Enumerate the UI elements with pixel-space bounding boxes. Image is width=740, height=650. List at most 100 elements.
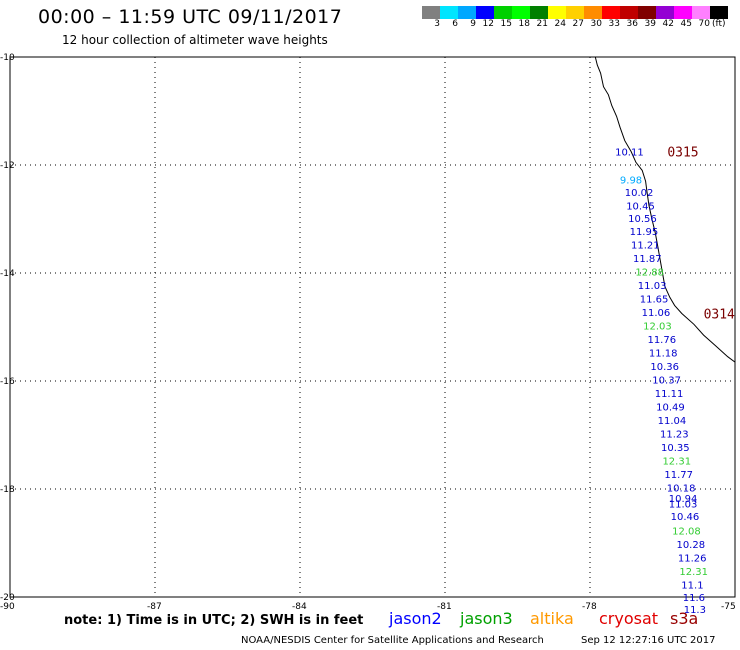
wave-height-label: 11.23	[660, 429, 689, 440]
scale-label: 36	[626, 19, 638, 29]
longitude-label: -90	[0, 602, 15, 612]
generated-timestamp: Sep 12 12:27:16 UTC 2017	[581, 635, 716, 646]
coastline	[594, 56, 736, 363]
map-subtitle: 12 hour collection of altimeter wave hei…	[62, 33, 328, 47]
wave-height-label: 10.02	[625, 188, 654, 199]
scale-swatch	[422, 6, 440, 19]
scale-swatch	[584, 6, 602, 19]
latitude-label: -10	[0, 53, 15, 63]
longitude-label: -75	[721, 602, 736, 612]
scale-swatch	[458, 6, 476, 19]
wave-height-label: 10.28	[676, 540, 705, 551]
scale-swatch	[476, 6, 494, 19]
latitude-label: -12	[0, 161, 15, 171]
scale-swatch	[440, 6, 458, 19]
wave-height-label: 11.04	[658, 416, 687, 427]
wave-height-label: 12.08	[672, 527, 701, 538]
scale-swatch	[494, 6, 512, 19]
graticule	[10, 57, 735, 597]
wave-height-label: 11.03	[669, 500, 698, 511]
scale-swatch	[566, 6, 584, 19]
legend-jason3: jason3	[460, 609, 513, 628]
legend-jason2: jason2	[389, 609, 442, 628]
longitude-label: -84	[292, 602, 307, 612]
wave-height-label: 12.03	[643, 321, 672, 332]
scale-label: 42	[662, 19, 674, 29]
wave-height-label: 11.11	[655, 389, 684, 400]
scale-swatch	[656, 6, 674, 19]
wave-height-label: 11.3	[684, 605, 706, 616]
wave-height-label: 11.65	[640, 294, 669, 305]
color-scale-labels: 3 6 9 12 15 18 21 24 27 30 33 36 39 42 45 70 (ft)	[422, 19, 732, 29]
scale-swatch	[620, 6, 638, 19]
wave-height-label: 10.36	[650, 362, 679, 373]
color-scale-swatches	[422, 6, 732, 19]
scale-label: 33	[608, 19, 620, 29]
wave-height-label: 10.94	[669, 494, 698, 505]
longitude-label: -81	[437, 602, 452, 612]
scale-label: 12	[482, 19, 494, 29]
scale-swatch	[530, 6, 548, 19]
scale-label: 3	[434, 19, 440, 29]
wave-height-label: 11.26	[678, 554, 707, 565]
scale-swatch	[512, 6, 530, 19]
scale-label: 9	[470, 19, 476, 29]
wave-height-label: 11.18	[649, 348, 678, 359]
scale-label: (ft)	[712, 19, 726, 29]
wave-height-label: 12.88	[635, 267, 664, 278]
map-title: 00:00 – 11:59 UTC 09/11/2017	[38, 6, 343, 28]
wave-height-label: 10.18	[667, 483, 696, 494]
scale-label: 24	[554, 19, 566, 29]
wave-height-label: 11.06	[642, 308, 671, 319]
color-scale: 3 6 9 12 15 18 21 24 27 30 33 36 39 42 45 70 (ft)	[422, 6, 732, 29]
scale-swatch	[602, 6, 620, 19]
wave-height-label: 11.95	[630, 227, 659, 238]
credit-text: NOAA/NESDIS Center for Satellite Applica…	[241, 635, 544, 646]
wave-height-label: 10.35	[661, 443, 690, 454]
scale-label: 18	[518, 19, 530, 29]
latitude-label: -16	[0, 377, 15, 387]
scale-label: 45	[680, 19, 692, 29]
scale-swatch	[692, 6, 710, 19]
legend-s3a: s3a	[670, 609, 699, 628]
latitude-label: -14	[0, 269, 15, 279]
pass-label: 0315	[667, 146, 698, 161]
longitude-label: -78	[582, 602, 597, 612]
scale-swatch	[548, 6, 566, 19]
wave-height-label: 10.56	[628, 214, 657, 225]
wave-height-label: 10.37	[652, 375, 681, 386]
wave-height-label: 11.03	[638, 281, 667, 292]
scale-swatch	[638, 6, 656, 19]
pass-label: 0314	[704, 308, 735, 323]
scale-label: 15	[500, 19, 512, 29]
note-text: note: 1) Time is in UTC; 2) SWH is in fe…	[64, 613, 364, 628]
scale-label: 21	[536, 19, 548, 29]
scale-label: 27	[572, 19, 584, 29]
map-frame	[9, 56, 736, 598]
wave-height-label: 12.31	[662, 456, 691, 467]
wave-height-label: 10.49	[656, 402, 685, 413]
longitude-labels: -90 -87 -84 -81 -78 -75	[0, 602, 736, 612]
wave-height-label: 11.21	[631, 240, 660, 251]
legend-altika: altika	[530, 609, 574, 628]
longitude-label: -87	[147, 602, 162, 612]
latitude-labels: -10 -12 -14 -16 -18 -20	[0, 53, 15, 603]
scale-swatch	[710, 6, 728, 19]
scale-label: 30	[590, 19, 602, 29]
wave-height-label: 9.98	[620, 176, 642, 187]
latitude-label: -20	[0, 593, 15, 603]
scale-label: 6	[452, 19, 458, 29]
pass-labels: 0315 0314	[667, 146, 735, 323]
scale-label: 70	[698, 19, 710, 29]
scale-label: 39	[644, 19, 656, 29]
wave-height-label: 10.45	[626, 202, 655, 213]
wave-height-label: 11.1	[681, 581, 703, 592]
wave-height-label: 12.31	[679, 567, 708, 578]
wave-height-label: 11.77	[664, 470, 693, 481]
wave-height-label: 11.87	[633, 254, 662, 265]
wave-height-label: 11.76	[647, 335, 676, 346]
wave-height-label: 10.46	[671, 512, 700, 523]
scale-swatch	[674, 6, 692, 19]
